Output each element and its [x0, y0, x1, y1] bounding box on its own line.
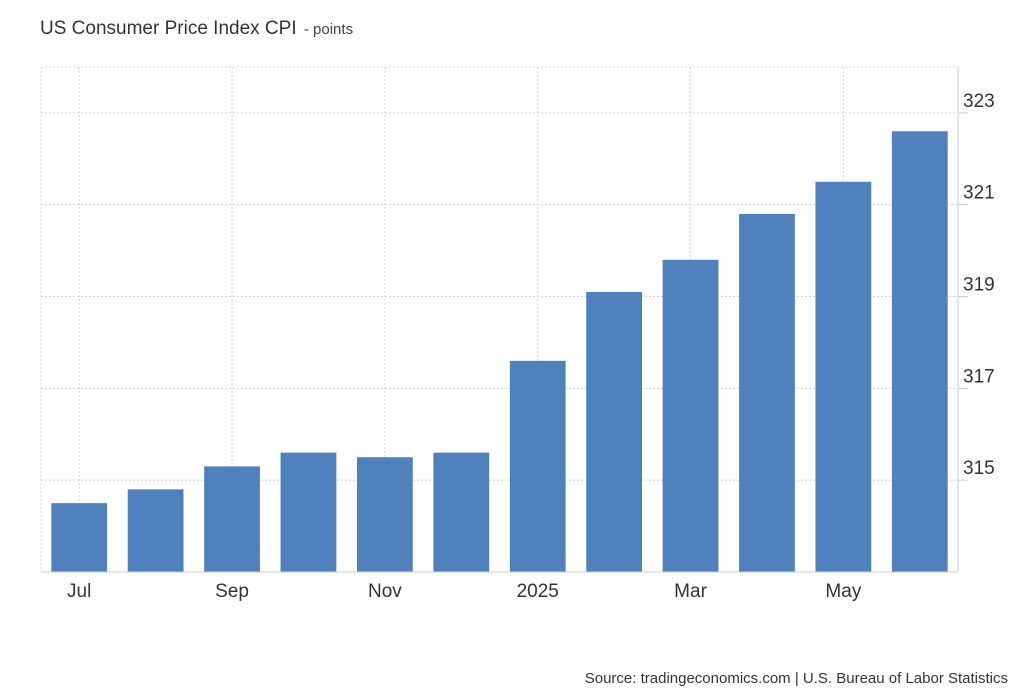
bar: [356, 457, 413, 572]
bar: [662, 259, 719, 572]
bar: [891, 131, 948, 573]
y-tick-label: 323: [963, 91, 995, 112]
x-tick-label: Jul: [67, 581, 91, 602]
bar: [815, 181, 872, 573]
source-note: Source: tradingeconomics.com | U.S. Bure…: [584, 670, 1008, 687]
y-tick-label: 317: [963, 366, 995, 387]
x-axis-ticks: Jul Sep Nov 2025 Mar May: [67, 581, 862, 602]
bar: [433, 452, 490, 572]
bar: [51, 503, 108, 572]
x-tick-label: Sep: [215, 581, 249, 602]
bar: [509, 360, 566, 572]
bar: [739, 213, 795, 572]
bar: [204, 466, 260, 572]
x-tick-label: Nov: [368, 581, 402, 602]
y-tick-label: 319: [963, 275, 995, 296]
chart-title-text: US Consumer Price Index CPI: [40, 18, 297, 39]
x-tick-label: Mar: [674, 581, 707, 602]
x-tick-label: 2025: [517, 581, 559, 602]
bar: [586, 291, 643, 572]
y-axis-ticks: 315 317 319 321 323: [963, 91, 995, 479]
bar: [127, 489, 184, 572]
axes: [41, 67, 968, 573]
chart-unit: - points: [303, 21, 354, 38]
bar: [280, 452, 337, 572]
bar-series: [51, 131, 948, 573]
y-tick-label: 315: [963, 458, 995, 479]
x-tick-label: May: [825, 581, 861, 602]
chart-title: US Consumer Price Index CPI - points: [40, 18, 353, 40]
y-tick-label: 321: [963, 183, 995, 204]
